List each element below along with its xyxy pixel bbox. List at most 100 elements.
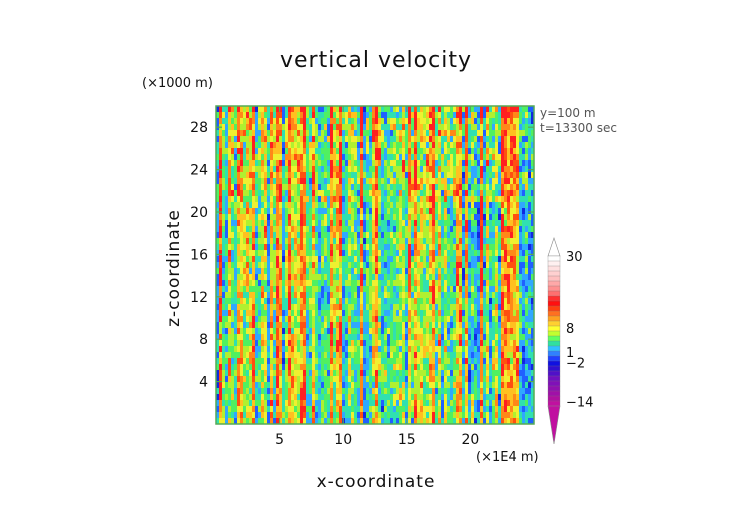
heatmap-cell [408,328,412,335]
heatmap-cell [249,256,253,263]
heatmap-cell [249,130,253,137]
heatmap-cell [342,280,346,287]
heatmap-cell [435,118,439,125]
heatmap-cell [459,148,463,155]
heatmap-cell [483,232,487,239]
heatmap-cell [396,334,400,341]
heatmap-cell [438,160,442,167]
heatmap-cell [345,196,349,203]
heatmap-cell [216,340,220,347]
heatmap-cell [480,166,484,173]
heatmap-cell [222,136,226,143]
heatmap-cell [324,316,328,323]
heatmap-cell [462,208,466,215]
heatmap-cell [432,202,436,209]
heatmap-cell [240,154,244,161]
heatmap-cell [411,160,415,167]
heatmap-cell [270,124,274,131]
heatmap-cell [477,148,481,155]
heatmap-cell [372,118,376,125]
heatmap-cell [240,376,244,383]
heatmap-cell [390,232,394,239]
heatmap-cell [255,310,259,317]
heatmap-cell [219,136,223,143]
heatmap-cell [264,412,268,419]
heatmap-cell [453,154,457,161]
heatmap-cell [441,244,445,251]
heatmap-cell [408,418,412,424]
heatmap-cell [219,214,223,221]
heatmap-cell [363,178,367,185]
heatmap-cell [465,184,469,191]
heatmap-cell [345,370,349,377]
heatmap-cell [303,394,307,401]
heatmap-cell [330,412,334,419]
heatmap-cell [390,280,394,287]
heatmap-cell [222,184,226,191]
heatmap-cell [483,172,487,179]
heatmap-cell [297,262,301,269]
heatmap-cell [426,250,430,257]
heatmap-cell [438,328,442,335]
heatmap-cell [372,232,376,239]
heatmap-cell [258,316,262,323]
heatmap-cell [243,268,247,275]
heatmap-cell [342,310,346,317]
heatmap-cell [465,226,469,233]
heatmap-cell [432,166,436,173]
heatmap-cell [324,124,328,131]
heatmap-cell [342,166,346,173]
heatmap-cell [381,166,385,173]
heatmap-cell [480,388,484,395]
heatmap-cell [468,244,472,251]
heatmap-cell [429,358,433,365]
heatmap-cell [288,244,292,251]
heatmap-cell [294,418,298,424]
heatmap-cell [216,346,220,353]
heatmap-cell [489,142,493,149]
heatmap-cell [477,166,481,173]
heatmap-cell [456,196,460,203]
heatmap-cell [360,160,364,167]
heatmap-cell [333,334,337,341]
heatmap-cell [384,286,388,293]
heatmap-cell [303,316,307,323]
heatmap-cell [270,256,274,263]
heatmap-cell [381,412,385,419]
heatmap-cell [360,382,364,389]
heatmap-cell [420,316,424,323]
heatmap-cell [393,136,397,143]
heatmap-cell [366,268,370,275]
heatmap-cell [489,124,493,131]
heatmap-cell [351,334,355,341]
heatmap-cell [465,112,469,119]
heatmap-cell [303,130,307,137]
heatmap-cell [312,202,316,209]
heatmap-cell [384,160,388,167]
heatmap-cell [414,130,418,137]
heatmap-cell [300,322,304,329]
heatmap-cell [321,364,325,371]
heatmap-cell [426,208,430,215]
heatmap-cell [375,394,379,401]
heatmap-cell [345,280,349,287]
heatmap-cell [348,352,352,359]
heatmap-cell [432,124,436,131]
heatmap-cell [369,106,373,113]
heatmap-cell [396,418,400,424]
heatmap-cell [240,232,244,239]
heatmap-cell [267,166,271,173]
heatmap-cell [339,190,343,197]
heatmap-cell [405,124,409,131]
heatmap-cell [402,256,406,263]
heatmap-cell [435,106,439,113]
heatmap-cell [384,130,388,137]
heatmap-cell [258,334,262,341]
heatmap-cell [228,172,232,179]
heatmap-cell [291,292,295,299]
heatmap-cell [234,244,238,251]
heatmap-cell [408,352,412,359]
heatmap-cell [402,412,406,419]
heatmap-cell [351,274,355,281]
heatmap-cell [399,142,403,149]
